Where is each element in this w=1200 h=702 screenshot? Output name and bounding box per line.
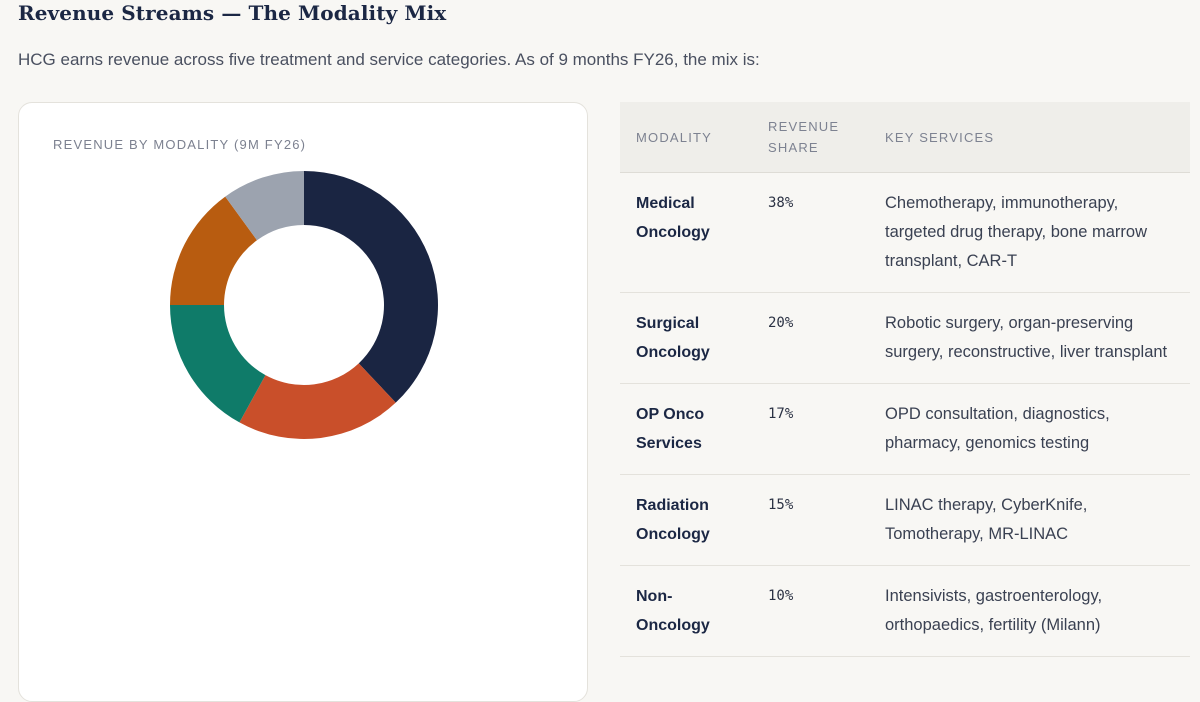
- services-cell: LINAC therapy, CyberKnife, Tomotherapy, …: [869, 474, 1190, 566]
- table-row: Radiation Oncology 15% LINAC therapy, Cy…: [620, 474, 1190, 566]
- modality-cell: Non-Oncology: [620, 565, 752, 657]
- modality-table: MODALITY REVENUE SHARE KEY SERVICES Medi…: [620, 102, 1190, 657]
- chart-title: REVENUE BY MODALITY (9M FY26): [53, 137, 307, 152]
- table-header-row: MODALITY REVENUE SHARE KEY SERVICES: [620, 102, 1190, 173]
- table-row: Surgical Oncology 20% Robotic surgery, o…: [620, 292, 1190, 384]
- share-cell: 17%: [752, 383, 869, 475]
- share-cell: 10%: [752, 565, 869, 657]
- chart-card: REVENUE BY MODALITY (9M FY26): [18, 102, 588, 702]
- share-cell: 15%: [752, 474, 869, 566]
- intro-text: HCG earns revenue across five treatment …: [18, 50, 760, 69]
- table-row: OP Onco Services 17% OPD consultation, d…: [620, 383, 1190, 475]
- modality-cell: Radiation Oncology: [620, 474, 752, 566]
- modality-cell: Surgical Oncology: [620, 292, 752, 384]
- modality-cell: Medical Oncology: [620, 172, 752, 293]
- donut-slice-non-oncology: [225, 171, 304, 241]
- services-cell: OPD consultation, diagnostics, pharmacy,…: [869, 383, 1190, 475]
- services-cell: Robotic surgery, organ-preserving surger…: [869, 292, 1190, 384]
- share-cell: 38%: [752, 172, 869, 293]
- header-modality: MODALITY: [620, 102, 752, 173]
- modality-cell: OP Onco Services: [620, 383, 752, 475]
- donut-slice-surgical-oncology: [239, 363, 396, 439]
- donut-slice-radiation-oncology: [170, 196, 257, 305]
- share-cell: 20%: [752, 292, 869, 384]
- services-cell: Intensivists, gastroenterology, orthopae…: [869, 565, 1190, 657]
- table-row: Non-Oncology 10% Intensivists, gastroent…: [620, 565, 1190, 657]
- header-revenue-share: REVENUE SHARE: [752, 102, 869, 173]
- section-title: Revenue Streams — The Modality Mix: [18, 1, 447, 25]
- header-key-services: KEY SERVICES: [869, 102, 1190, 173]
- services-cell: Chemotherapy, immunotherapy, targeted dr…: [869, 172, 1190, 293]
- donut-chart: [170, 171, 438, 439]
- donut-slice-op-onco-services: [170, 305, 266, 423]
- table-row: Medical Oncology 38% Chemotherapy, immun…: [620, 172, 1190, 293]
- donut-slice-medical-oncology: [304, 171, 438, 403]
